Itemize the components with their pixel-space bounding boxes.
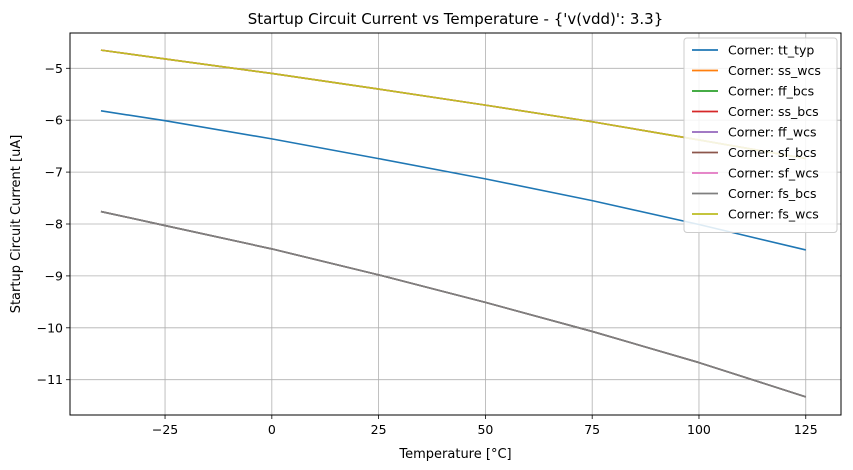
x-tick-label: −25 [152,422,178,437]
y-tick-label: −9 [45,268,63,283]
x-tick-label: 100 [687,422,711,437]
legend-entry: Corner: tt_typ [728,43,814,58]
x-tick-label: 25 [371,422,387,437]
x-tick-label: 75 [584,422,600,437]
x-tick-label: 50 [477,422,493,437]
legend-entry: Corner: ff_wcs [728,125,816,140]
series-line-9 [100,49,806,160]
x-axis-ticks: −25 0 25 50 75 100 125 [152,415,818,437]
y-tick-label: −6 [45,113,63,128]
legend-entry: Corner: sf_bcs [728,145,817,160]
legend-entry: Corner: sf_wcs [728,166,819,181]
y-tick-label: −7 [45,165,63,180]
y-tick-label: −10 [37,320,63,335]
y-tick-label: −8 [45,217,63,232]
legend-entry: Corner: ff_bcs [728,84,814,99]
series-line-8 [100,210,807,398]
series-line-1 [100,110,806,251]
legend: Corner: tt_typ Corner: ss_wcs Corner: ff_b… [683,37,838,233]
y-axis-ticks: −11 −10 −9 −8 −7 −6 −5 [37,61,70,387]
chart-title: Startup Circuit Current vs Temperature -… [248,10,664,28]
y-tick-label: −5 [45,61,63,76]
series-lines [100,49,807,398]
x-axis-label: Temperature [°C] [398,447,511,462]
legend-entry: Corner: fs_wcs [728,207,819,222]
legend-entry: Corner: fs_bcs [728,186,817,201]
y-tick-label: −11 [37,372,63,387]
x-tick-label: 125 [794,422,818,437]
legend-entry: Corner: ss_bcs [728,104,819,119]
y-axis-label: Startup Circuit Current [uA] [9,135,24,314]
legend-entry: Corner: ss_wcs [728,63,821,78]
legend-box [683,37,838,233]
x-tick-label: 0 [268,422,276,437]
